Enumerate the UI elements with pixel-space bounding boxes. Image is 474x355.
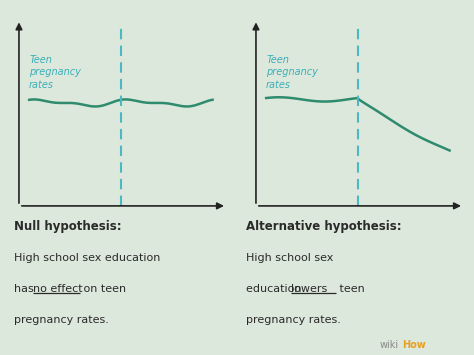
Text: Alternative hypothesis:: Alternative hypothesis: xyxy=(246,220,402,233)
Text: How: How xyxy=(402,340,426,350)
Text: lowers: lowers xyxy=(291,284,327,294)
Text: teen: teen xyxy=(336,284,365,294)
Text: has: has xyxy=(14,284,37,294)
Text: no effect: no effect xyxy=(33,284,82,294)
Text: Teen
pregnancy
rates: Teen pregnancy rates xyxy=(266,55,318,90)
Text: High school sex education: High school sex education xyxy=(14,253,161,263)
Text: education: education xyxy=(246,284,305,294)
Text: Null hypothesis:: Null hypothesis: xyxy=(14,220,122,233)
Text: wiki: wiki xyxy=(379,340,398,350)
Text: pregnancy rates.: pregnancy rates. xyxy=(14,315,109,325)
Text: High school sex: High school sex xyxy=(246,253,334,263)
Text: pregnancy rates.: pregnancy rates. xyxy=(246,315,341,325)
Text: on teen: on teen xyxy=(80,284,126,294)
Text: Teen
pregnancy
rates: Teen pregnancy rates xyxy=(29,55,81,90)
